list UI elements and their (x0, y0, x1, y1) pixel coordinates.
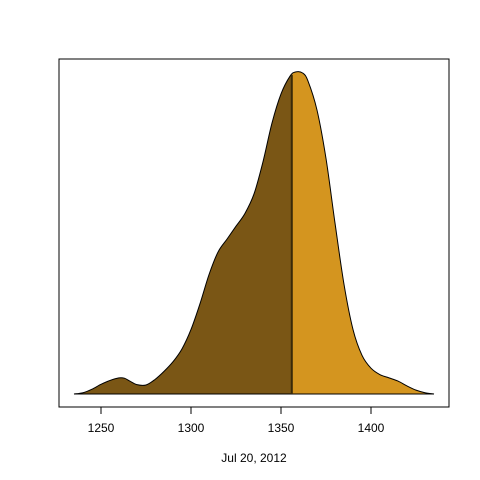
density-curve-outline (73, 71, 435, 395)
x-axis: 1250 1300 1350 1400 (88, 406, 385, 435)
x-axis-title: Jul 20, 2012 (221, 451, 287, 465)
x-tick-label: 1300 (178, 421, 205, 435)
x-tick-label: 1250 (88, 421, 115, 435)
density-area-left (74, 74, 292, 394)
x-tick-label: 1400 (358, 421, 385, 435)
density-area-right (291, 71, 434, 394)
x-tick-label: 1350 (268, 421, 295, 435)
